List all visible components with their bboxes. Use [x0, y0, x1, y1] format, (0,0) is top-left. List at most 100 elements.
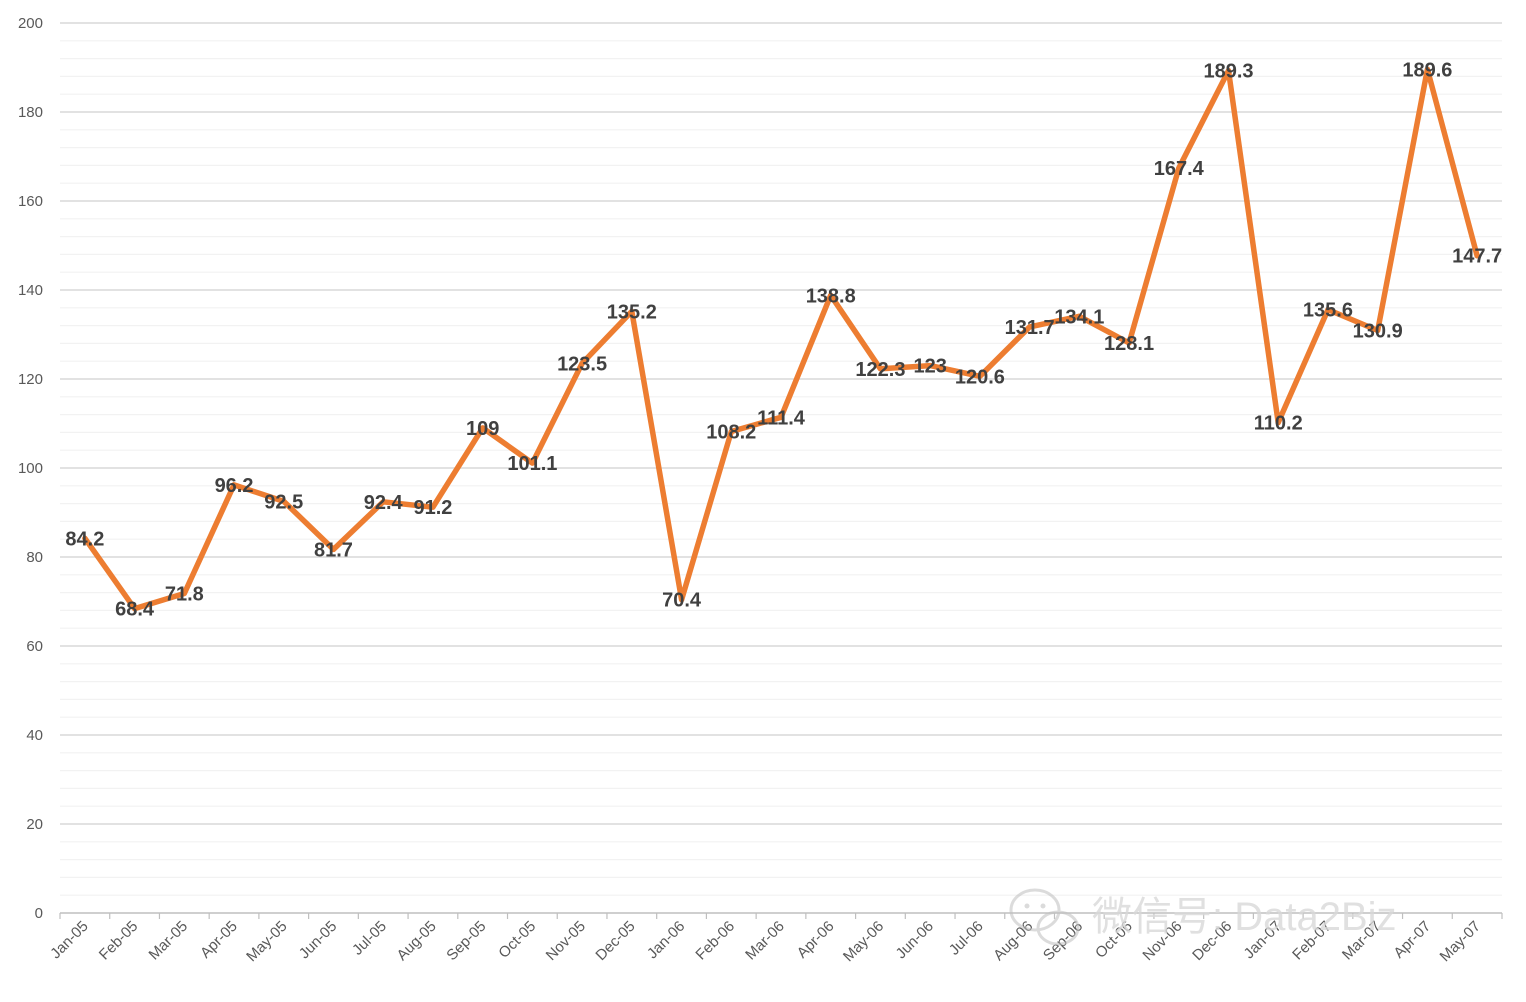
data-point [1076, 313, 1082, 319]
x-tick-label: Jul-05 [349, 918, 390, 959]
y-tick-label: 100 [18, 460, 43, 477]
data-point [380, 499, 386, 505]
data-point [679, 597, 685, 603]
data-point [828, 292, 834, 298]
y-tick-label: 180 [18, 104, 43, 121]
data-label: 135.2 [607, 301, 657, 323]
data-label: 71.8 [165, 583, 204, 605]
data-label: 189.3 [1203, 61, 1253, 83]
y-tick-label: 60 [26, 638, 43, 655]
series-line-group [82, 66, 1480, 612]
data-point [430, 504, 436, 510]
data-label: 101.1 [507, 453, 557, 475]
data-label: 123 [913, 356, 946, 378]
x-tick-label: Feb-05 [96, 918, 142, 964]
y-tick-label: 20 [26, 816, 43, 833]
x-tick-label: Nov-05 [543, 918, 589, 964]
series-line [82, 66, 1480, 612]
data-label: 138.8 [806, 285, 856, 307]
data-point [1126, 340, 1132, 346]
x-tick-label: Aug-05 [394, 918, 440, 964]
brand-logo-icon [13, 953, 47, 987]
data-label: 120.6 [955, 366, 1005, 388]
watermark-right-text: 微信号: Data2Biz [1092, 895, 1397, 939]
data-label: 110.2 [1254, 413, 1303, 435]
x-tick-label: Mar-05 [146, 918, 192, 964]
y-tick-label: 40 [26, 727, 43, 744]
data-label: 134.1 [1054, 306, 1104, 328]
data-point [281, 498, 287, 504]
data-label: 167.4 [1154, 158, 1205, 180]
data-label: 111.4 [757, 407, 806, 429]
data-point [1474, 253, 1480, 259]
data-label: 122.3 [855, 359, 905, 381]
data-label: 70.4 [662, 590, 702, 612]
data-label: 96.2 [215, 475, 254, 497]
data-point [231, 482, 237, 488]
x-tick-label: Dec-05 [592, 918, 638, 964]
data-point [1027, 324, 1033, 330]
data-point [927, 363, 933, 369]
x-tick-label: May-07 [1437, 918, 1484, 965]
data-label: 92.4 [364, 492, 404, 514]
data-point [181, 590, 187, 596]
data-point [1176, 165, 1182, 171]
data-point [1375, 327, 1381, 333]
x-tick-label: Jun-05 [296, 918, 340, 962]
x-axis [59, 912, 1503, 919]
data-label: 130.9 [1353, 320, 1403, 342]
data-label: 131.7 [1005, 317, 1055, 339]
data-label: 147.7 [1452, 246, 1502, 268]
data-point [977, 373, 983, 379]
x-tick-label: Jun-06 [893, 918, 937, 962]
data-point [480, 425, 486, 431]
data-labels: 84.2 68.4 71.8 96.2 92.5 81.7 92.4 91.2 109 101.1… [65, 59, 1502, 620]
watermark-left: 大数跨境 [13, 953, 154, 987]
data-point [629, 308, 635, 314]
x-tick-label: Aug-06 [990, 918, 1036, 964]
x-tick-label: May-06 [840, 918, 887, 965]
y-tick-label: 80 [26, 549, 43, 566]
wechat-icon [1009, 888, 1080, 946]
data-point [1275, 420, 1281, 426]
data-label: 81.7 [314, 539, 353, 561]
data-point [1424, 66, 1430, 72]
data-point [1226, 68, 1232, 74]
data-label: 128.1 [1104, 333, 1154, 355]
data-label: 135.6 [1303, 300, 1353, 322]
data-point [132, 606, 138, 612]
data-label: 189.6 [1402, 59, 1452, 81]
data-label: 84.2 [65, 528, 104, 550]
data-point [877, 366, 883, 372]
data-point [82, 535, 88, 541]
x-tick-label: Oct-05 [495, 918, 539, 962]
x-tick-label: Apr-05 [197, 918, 241, 962]
data-point [728, 429, 734, 435]
watermark-left-text: 大数跨境 [66, 960, 154, 985]
data-label: 123.5 [557, 353, 607, 375]
data-point [330, 546, 336, 552]
x-tick-label: Apr-07 [1390, 918, 1434, 962]
x-tick-label: Jan-06 [644, 918, 688, 962]
data-point [529, 460, 535, 466]
y-tick-label: 200 [18, 15, 43, 32]
x-tick-label: Apr-06 [794, 918, 838, 962]
x-tick-label: Jul-06 [946, 918, 987, 959]
data-label: 109 [466, 418, 499, 440]
data-label: 68.4 [115, 599, 155, 621]
data-point [778, 414, 784, 420]
y-tick-label: 0 [35, 905, 43, 922]
minor-gridlines [60, 40, 1502, 896]
y-axis-tick-labels: 0 20 40 60 80 100 120 140 160 180 200 [18, 15, 43, 922]
x-tick-label: Sep-05 [443, 918, 489, 964]
x-tick-label: Jan-05 [47, 918, 91, 962]
data-point [1325, 307, 1331, 313]
data-point [579, 360, 585, 366]
data-label: 91.2 [413, 497, 452, 519]
y-tick-label: 160 [18, 193, 43, 210]
watermark-right: 微信号: Data2Biz [1009, 888, 1397, 946]
data-label: 92.5 [264, 491, 303, 513]
x-tick-label: May-05 [243, 918, 290, 965]
